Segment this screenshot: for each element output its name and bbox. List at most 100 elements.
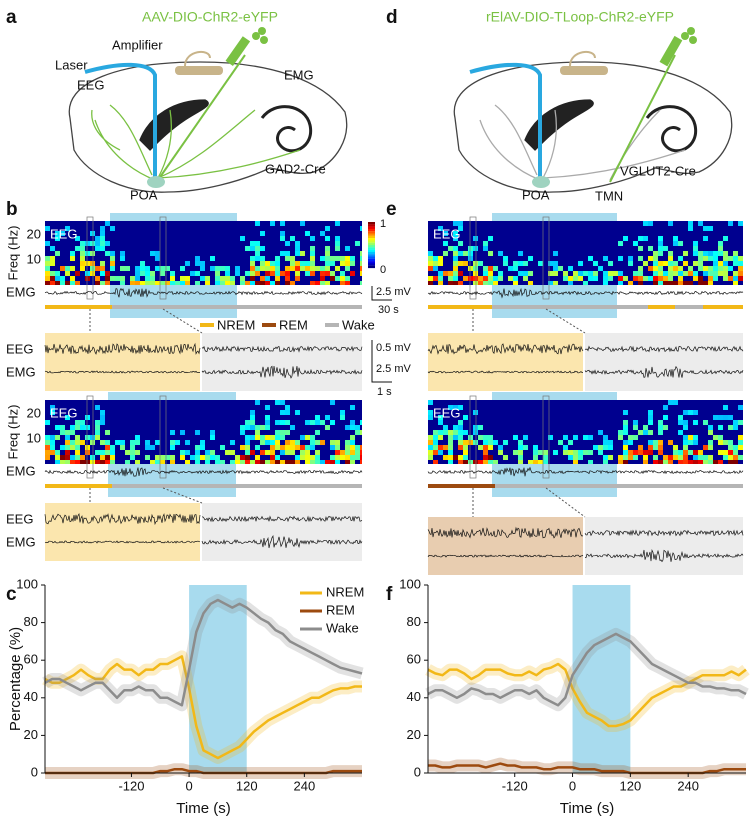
spectrogram-cell: [165, 281, 170, 285]
spectrogram-cell: [463, 440, 468, 445]
spectrogram-cell: [683, 445, 688, 450]
spectrogram-cell: [130, 450, 135, 455]
spectrogram-cell: [210, 256, 215, 261]
spectrogram-cell: [728, 256, 733, 261]
spectrogram-cell: [230, 276, 235, 281]
spectrogram-cell: [310, 246, 315, 251]
spectrogram-cell: [125, 450, 130, 455]
spectrogram-cell: [120, 281, 125, 285]
spectrogram-cell: [483, 435, 488, 440]
spectrogram-cell: [493, 440, 498, 445]
spectrogram-cell: [693, 450, 698, 455]
spectrogram-cell: [438, 256, 443, 261]
spectrogram-cell: [275, 276, 280, 281]
spectrogram-cell: [130, 276, 135, 281]
spectrogram-cell: [75, 460, 80, 464]
hypnogram-segment: [428, 484, 495, 488]
spectrogram-cell: [698, 455, 703, 460]
spectrogram-cell: [225, 276, 230, 281]
spectrogram-cell: [588, 435, 593, 440]
panel-title: AAV-DIO-ChR2-eYFP: [142, 9, 278, 25]
spectrogram-cell: [703, 266, 708, 271]
spectrogram-cell: [265, 266, 270, 271]
spectrogram-cell: [50, 246, 55, 251]
spectrogram-cell: [205, 455, 210, 460]
spectrogram-cell: [608, 271, 613, 276]
spectrogram-cell: [558, 440, 563, 445]
spectrogram-cell: [538, 450, 543, 455]
spectrogram-cell: [448, 450, 453, 455]
spectrogram-cell: [270, 281, 275, 285]
spectrogram-cell: [285, 251, 290, 256]
spectrogram-cell: [583, 271, 588, 276]
spectrogram-cell: [150, 460, 155, 464]
emg-trace: [427, 287, 744, 299]
spectrogram-cell: [453, 251, 458, 256]
spectrogram-cell: [683, 271, 688, 276]
spectrogram-cell: [60, 266, 65, 271]
spectrogram-cell: [330, 440, 335, 445]
spectrogram-cell: [463, 445, 468, 450]
emg-zoom-trace: [584, 365, 744, 378]
spectrogram-cell: [360, 261, 362, 266]
spectrogram-cell: [205, 276, 210, 281]
spectrogram-cell: [95, 281, 100, 285]
spectrogram-cell: [623, 276, 628, 281]
colorbar-cell: [368, 240, 375, 243]
spectrogram-cell: [45, 256, 50, 261]
zoom-bg: [202, 333, 362, 391]
spectrogram-cell: [80, 455, 85, 460]
spectrogram-cell: [643, 236, 648, 241]
hypnogram-segment: [675, 305, 703, 309]
spectrogram-cell: [315, 440, 320, 445]
legend-label: REM: [326, 602, 355, 617]
spectrogram-cell: [498, 276, 503, 281]
spectrogram-cell: [458, 251, 463, 256]
spectrogram-cell: [275, 460, 280, 464]
spectrogram-cell: [240, 425, 245, 430]
spectrogram-cell: [533, 460, 538, 464]
spectrogram-cell: [488, 455, 493, 460]
spectrogram-cell: [305, 261, 310, 266]
spectrogram-cell: [733, 261, 738, 266]
series-line: [44, 655, 362, 760]
spectrogram-cell: [468, 246, 473, 251]
spectrogram-cell: [110, 455, 115, 460]
spectrogram-cell: [573, 271, 578, 276]
spectrogram-cell: [453, 271, 458, 276]
spectrogram-cell: [110, 445, 115, 450]
spectrogram-cell: [498, 450, 503, 455]
annotation: Amplifier: [112, 37, 163, 52]
spectrogram-cell: [55, 450, 60, 455]
spectrogram-cell: [568, 455, 573, 460]
spectrogram-cell: [663, 246, 668, 251]
spectrogram-cell: [255, 271, 260, 276]
spectrogram-cell: [458, 405, 463, 410]
spectrogram-cell: [260, 246, 265, 251]
spectrogram-cell: [145, 276, 150, 281]
spectrogram-cell: [170, 455, 175, 460]
spectrogram-cell: [100, 420, 105, 425]
spectrogram-cell: [240, 455, 245, 460]
spectrogram-cell: [105, 460, 110, 464]
scale-label: 0.5 mV: [376, 342, 412, 354]
spectrogram-cell: [295, 276, 300, 281]
hypnogram-segment: [428, 305, 492, 309]
spectrogram-cell: [70, 460, 75, 464]
spectrogram-cell: [360, 420, 362, 425]
spectrogram-cell: [668, 221, 673, 226]
spectrogram-cell: [70, 445, 75, 450]
panel-label: f: [386, 584, 393, 605]
spectrogram-cell: [165, 455, 170, 460]
spectrogram-cell: [458, 241, 463, 246]
spectrogram-cell: [200, 445, 205, 450]
spectrogram-cell: [70, 425, 75, 430]
spectrogram-cell: [325, 271, 330, 276]
spectrogram-cell: [708, 440, 713, 445]
spectrogram-cell: [568, 440, 573, 445]
spectrogram-cell: [340, 276, 345, 281]
spectrogram-cell: [568, 266, 573, 271]
spectrogram-cell: [603, 460, 608, 464]
spectrogram-cell: [728, 415, 733, 420]
spectrogram-cell: [463, 455, 468, 460]
